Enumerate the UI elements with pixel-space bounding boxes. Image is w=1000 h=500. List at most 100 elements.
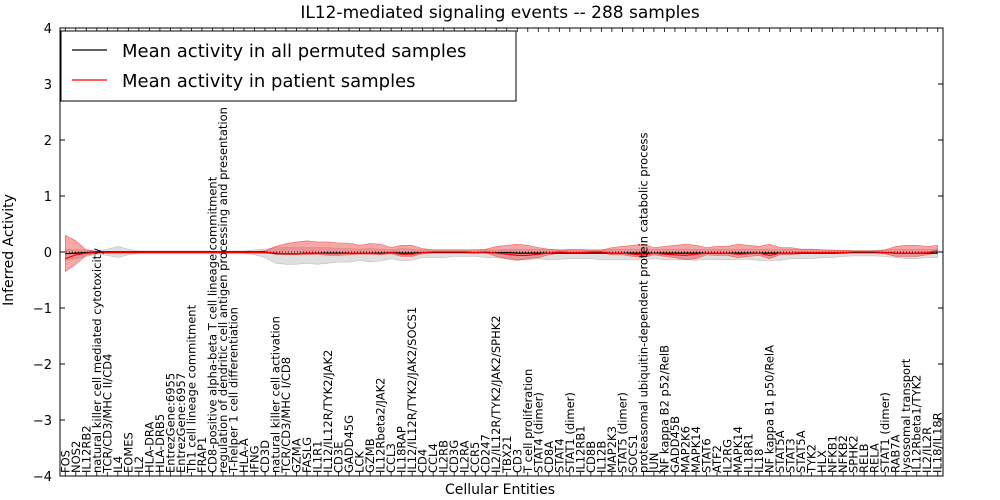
x-axis-label: Cellular Entities — [445, 482, 555, 498]
entity-label: natural killer cell activation — [269, 316, 283, 473]
entity-label: NF kappa B1 p50/RelA — [763, 345, 777, 473]
entity-label: GZMA — [290, 438, 304, 473]
entity-label: SOCS1 — [626, 434, 640, 473]
y-tick-label: −4 — [33, 470, 52, 485]
entity-label: lysosomal transport — [899, 358, 913, 473]
entity-label: GADD45G — [342, 415, 356, 473]
entity-label: JUN — [647, 453, 661, 474]
entity-label: SPHK2 — [847, 435, 861, 473]
entity-label: CD3G — [447, 440, 461, 473]
entity-label: HLA-DRB5 — [153, 414, 167, 473]
entity-label: TYK2 — [805, 444, 819, 474]
entity-label: IL18RAP — [395, 426, 409, 473]
entity-label: proteasomal ubiquitin-dependent protein … — [636, 132, 650, 473]
entity-label: NFKB2 — [836, 435, 850, 473]
entity-label: T cell proliferation — [521, 369, 535, 474]
y-tick-label: 3 — [44, 78, 52, 93]
chart-title: IL12-mediated signaling events -- 288 sa… — [300, 3, 700, 23]
entity-label: RELB — [857, 443, 871, 473]
entity-label: CD3E — [332, 442, 346, 473]
entity-label: IL12RB2 — [79, 425, 93, 473]
legend-label-permuted: Mean activity in all permuted samples — [122, 41, 466, 62]
entity-label: CCR5 — [468, 442, 482, 473]
y-tick-label: −3 — [33, 414, 52, 429]
entity-label: ATF2 — [710, 445, 724, 473]
entity-label: CD8-positive alpha-beta T cell lineage c… — [205, 176, 219, 473]
entity-label: STAT5 (dimer) — [615, 392, 629, 473]
entity-label: IL18R1 — [742, 433, 756, 473]
entity-label: MAPK14 — [689, 426, 703, 473]
entity-label: LCK — [353, 451, 367, 473]
entity-label: CCL3 — [384, 443, 398, 473]
entity-label: FRAP1 — [195, 437, 209, 473]
y-tick-label: −2 — [33, 358, 52, 373]
y-tick-label: 2 — [44, 134, 52, 149]
entity-label: EOMES — [121, 432, 135, 473]
entity-label: IFNG — [248, 445, 262, 473]
entity-label: IL2RB — [437, 440, 451, 473]
entity-label: regulation of dendritic cell antigen pro… — [216, 107, 230, 473]
entity-label: CD8B — [584, 441, 598, 473]
entity-label: STAT3 — [784, 438, 798, 473]
y-tick-label: −1 — [33, 302, 52, 317]
entity-label: RAB7A — [889, 434, 903, 473]
legend: Mean activity in all permuted samples Me… — [60, 30, 517, 102]
entity-label: CCL4 — [426, 443, 440, 473]
entity-label: FOS — [58, 450, 72, 473]
entity-label: IL4 — [111, 456, 125, 473]
entity-label: STAT1 (dimer) — [563, 392, 577, 473]
entity-label: STAT4 (dimer) — [531, 392, 545, 473]
series-line-patient — [65, 250, 938, 260]
entity-label: IL12Rbeta2/JAK2 — [374, 378, 388, 473]
entity-label: IL2/IL2R — [920, 427, 934, 473]
entity-label: RELA — [868, 443, 882, 473]
entity-label: EntrezGene:6955 — [163, 373, 177, 473]
y-tick-label: 0 — [44, 246, 52, 261]
entity-label: T-helper 1 cell differentiation — [226, 307, 240, 474]
entity-label: STAT4 — [552, 438, 566, 473]
entity-label: IL18 — [752, 449, 766, 473]
entity-label: IL12B — [594, 441, 608, 473]
entity-label: MAPK14 — [731, 426, 745, 473]
entity-label: IL2RA — [458, 440, 472, 473]
legend-box — [60, 30, 517, 102]
entity-label: CD4 — [416, 449, 430, 473]
entity-label: STAT5A — [794, 430, 808, 473]
entity-label: FASLG — [300, 437, 314, 473]
entity-label: CD3D — [258, 440, 272, 473]
y-tick-label: 4 — [44, 22, 52, 37]
y-axis-label: Inferred Activity — [1, 194, 17, 306]
entity-label: HLA-A — [237, 438, 251, 473]
band-permuted — [65, 246, 938, 265]
entity-label: MAP2K6 — [679, 426, 693, 473]
entity-label: STAT1 (dimer) — [878, 392, 892, 473]
entity-label: HLX — [815, 450, 829, 473]
entity-label: GADD45B — [668, 416, 682, 473]
entity-label: STAT5A — [773, 430, 787, 473]
y-tick-label: 1 — [44, 190, 52, 205]
entity-label: CD3 — [510, 449, 524, 473]
entity-label: IL1R1 — [311, 441, 325, 473]
plot-frame — [59, 27, 944, 477]
entity-label: EntrezGene:6957 — [174, 373, 188, 473]
entity-label: IL12/IL12R/TYK2/JAK2 — [321, 350, 335, 473]
entity-label: IL2RG — [721, 439, 735, 473]
entity-label: IL12RB1 — [573, 425, 587, 473]
axis-ticks: −4 −3 −2 −1 0 1 2 3 4 — [33, 22, 943, 485]
series-lines — [65, 250, 938, 260]
entity-label: IL2/IL12R/TYK2/JAK2/SPHK2 — [489, 315, 503, 473]
legend-label-patient: Mean activity in patient samples — [122, 71, 416, 92]
entity-label: CD8A — [542, 441, 556, 473]
entity-label: TBX21 — [500, 436, 514, 474]
entity-label: CD247 — [479, 434, 493, 473]
entity-label: IL12Rbeta1/TYK2 — [910, 375, 924, 473]
entity-label: HLA-DRA — [142, 422, 156, 473]
entity-label: NF kappa B2 p52/RelB — [657, 345, 671, 473]
entity-label: Th1 cell lineage commitment — [184, 304, 198, 474]
entity-label: IL12/IL12R/TYK2/JAK2/SOCS1 — [405, 307, 419, 473]
entity-label: natural killer cell mediated cytotoxicit… — [90, 248, 104, 473]
entity-label: STAT6 — [700, 438, 714, 473]
entity-label: NFKB1 — [826, 435, 840, 473]
entity-label: IL18/IL18R — [931, 412, 945, 473]
